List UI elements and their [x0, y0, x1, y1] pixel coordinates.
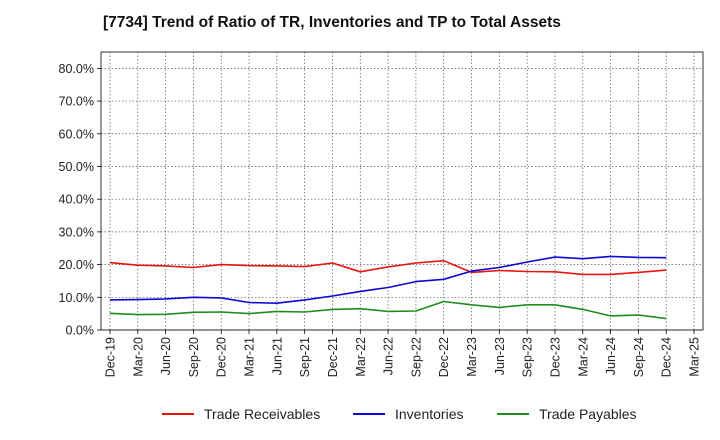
- x-tick-label: Mar-24: [576, 337, 590, 377]
- y-tick-label: 50.0%: [59, 160, 94, 174]
- x-tick-label: Mar-22: [354, 337, 368, 377]
- y-tick-label: 70.0%: [59, 95, 94, 109]
- chart-title: [7734] Trend of Ratio of TR, Inventories…: [103, 14, 561, 31]
- x-tick-label: Dec-19: [104, 337, 118, 377]
- x-tick-label: Jun-24: [604, 337, 618, 375]
- x-tick-label: Sep-24: [632, 337, 646, 377]
- plot-frame: [100, 51, 704, 331]
- x-axis-ticks: Dec-19 Mar-20 Jun-20 Sep-20 Dec-20 Mar-21 Jun-…: [104, 330, 702, 377]
- x-tick-label: Mar-25: [688, 337, 702, 377]
- x-tick-label: Mar-23: [465, 337, 479, 377]
- x-tick-label: Jun-20: [159, 337, 173, 375]
- series-line-trade-receivables: [109, 259, 667, 276]
- legend-label-trade-receivables: Trade Receivables: [204, 406, 320, 422]
- y-tick-label: 20.0%: [59, 258, 94, 272]
- x-tick-label: Sep-20: [187, 337, 201, 377]
- x-tick-label: Jun-22: [382, 337, 396, 375]
- series-line-inventories: [109, 255, 667, 305]
- y-tick-label: 10.0%: [59, 291, 94, 305]
- series-line-trade-payables: [109, 300, 667, 320]
- y-axis-ticks: 0.0% 10.0% 20.0% 30.0% 40.0% 50.0% 60.0% 70.0% 8…: [59, 62, 101, 338]
- x-tick-label: Mar-20: [131, 337, 145, 377]
- y-tick-label: 60.0%: [59, 127, 94, 141]
- legend: Trade Receivables Inventories Trade Payabl…: [162, 406, 637, 422]
- legend-label-inventories: Inventories: [395, 406, 463, 422]
- x-tick-label: Sep-22: [409, 337, 423, 377]
- y-tick-label: 40.0%: [59, 193, 94, 207]
- x-tick-label: Dec-23: [548, 337, 562, 377]
- x-tick-label: Mar-21: [243, 337, 257, 377]
- x-tick-label: Sep-23: [521, 337, 535, 377]
- x-tick-label: Jun-21: [270, 337, 284, 375]
- grid-lines: [101, 52, 703, 331]
- x-tick-label: Dec-24: [660, 337, 674, 377]
- y-tick-label: 30.0%: [59, 225, 94, 239]
- x-tick-label: Dec-20: [215, 337, 229, 377]
- legend-label-trade-payables: Trade Payables: [539, 406, 637, 422]
- x-tick-label: Dec-21: [326, 337, 340, 377]
- y-tick-label: 0.0%: [66, 324, 95, 338]
- x-tick-label: Jun-23: [493, 337, 507, 375]
- x-tick-label: Dec-22: [437, 337, 451, 377]
- series-lines: [109, 255, 667, 320]
- y-tick-label: 80.0%: [59, 62, 94, 76]
- x-tick-label: Sep-21: [298, 337, 312, 377]
